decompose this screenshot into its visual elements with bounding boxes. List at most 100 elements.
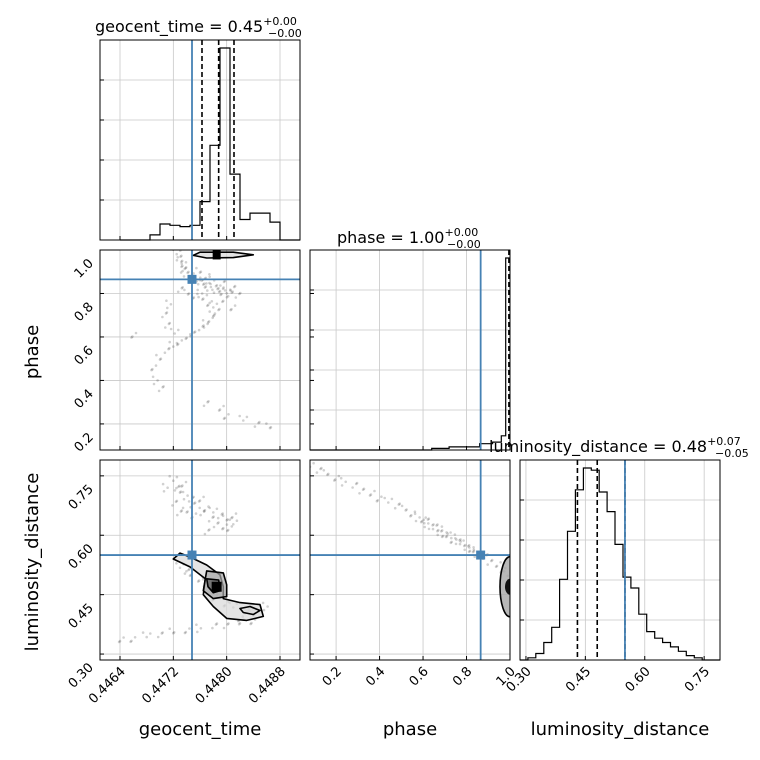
sample-point [197,579,201,582]
sample-point [376,499,380,502]
sample-point [226,528,230,532]
sample-point [129,640,132,644]
sample-point [361,488,365,492]
sample-point [431,524,434,527]
sample-point [462,539,465,542]
sample-point [225,519,228,522]
sample-point [268,426,272,430]
sample-point [176,513,179,517]
sample-point [178,484,181,488]
sample-point [230,291,234,294]
sample-point [437,528,440,532]
sample-point [179,271,183,274]
sample-point [222,299,225,303]
title-phase: phase = 1.00+0.00 −0.00 [337,226,481,251]
sample-point [212,515,215,518]
panel-frame [309,459,511,661]
sample-point [197,328,201,332]
sample-point [312,461,315,465]
sample-point [216,516,220,520]
sample-point [187,292,191,295]
sample-point [169,303,173,306]
sample-point [223,279,227,283]
sample-point [432,523,435,526]
sample-point [168,627,171,630]
sample-point [216,522,219,525]
sample-point [472,546,475,549]
sample-point [418,516,421,519]
sample-point [458,539,461,542]
sample-point [467,544,471,547]
sample-point [510,580,513,583]
sample-point [187,270,190,274]
sample-point [202,324,205,327]
sample-point [490,559,493,563]
sample-point [175,252,178,256]
sample-point [226,294,230,298]
sample-point [217,290,221,294]
sample-point [176,255,179,259]
sample-point [269,425,273,429]
sample-point [217,409,221,412]
sample-point [192,331,196,334]
sample-point [161,315,164,319]
sample-point [212,291,216,295]
sample-point [436,529,439,533]
sample-point [212,525,216,529]
sample-point [222,626,226,630]
sample-point [175,475,179,479]
sample-point [172,345,175,348]
sample-point [467,550,471,554]
sample-point [207,320,211,323]
sample-point [158,358,162,361]
sample-point [262,608,266,612]
sample-point [202,495,205,499]
sample-point [424,516,428,519]
sample-point [196,630,199,634]
sample-point [232,285,236,289]
sample-point [206,400,209,404]
sample-point [211,316,214,320]
sample-point [134,331,138,335]
sample-point [184,266,188,269]
sample-point [214,623,218,626]
sample-point [431,527,435,531]
sample-point [327,472,330,476]
sample-point [201,298,204,301]
sample-point [206,322,209,326]
sample-point [212,306,215,309]
sample-point [167,347,170,351]
sample-point [455,538,458,541]
sample-point [211,288,214,292]
sample-point [222,526,225,530]
sample-point [226,518,229,521]
sample-point [215,284,219,287]
sample-point [339,476,343,480]
sample-point [186,494,189,497]
sample-point [179,490,183,494]
sample-point [436,523,439,526]
sample-point [258,420,261,424]
sample-point [194,512,198,515]
sample-point [219,284,222,287]
posterior-samples [117,250,513,644]
sample-point [196,292,199,296]
sample-point [185,511,188,514]
sample-point [472,549,476,553]
x-tick-label: 0.2 [320,664,345,689]
sample-point [212,314,215,318]
sample-point [427,527,431,531]
sample-point [467,544,470,548]
y-tick-label: 0.30 [66,660,97,691]
sample-point [192,296,196,299]
sample-point [196,288,199,292]
sample-point [463,548,467,552]
sample-point [199,513,202,517]
sample-point [446,532,450,535]
sample-point [161,482,165,486]
sample-point [441,534,445,538]
y-tick-label: 0.45 [66,601,97,632]
panel-frame [99,459,301,661]
sample-point [187,568,190,572]
sample-point [237,622,241,626]
